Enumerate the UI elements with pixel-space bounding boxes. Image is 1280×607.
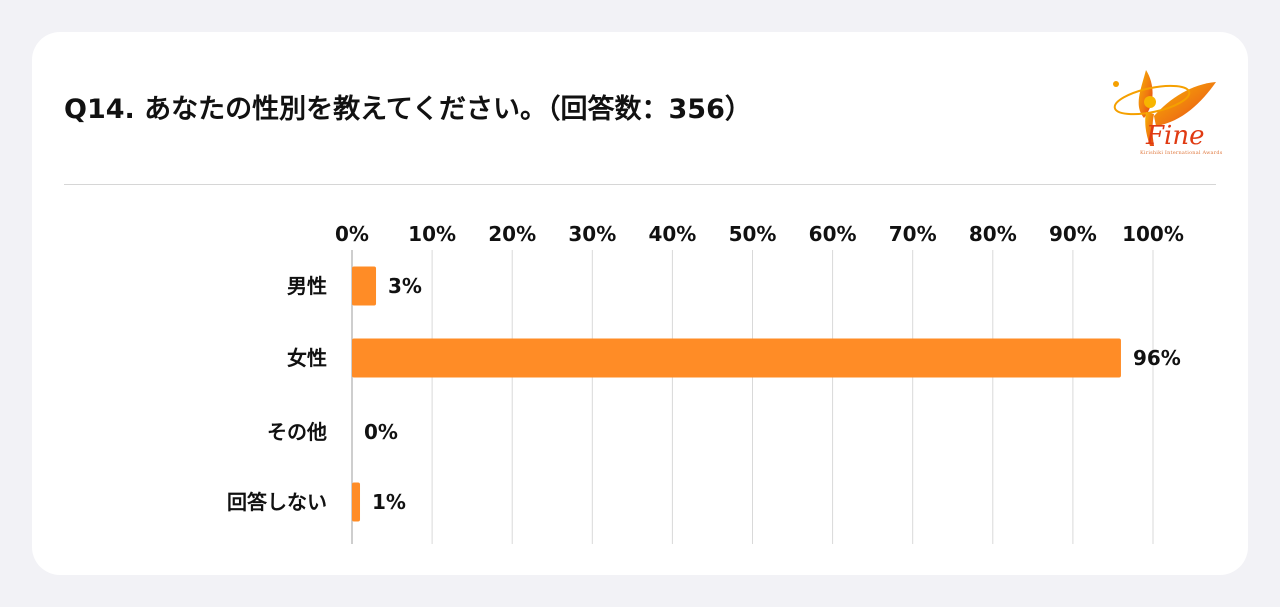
value-label: 96% <box>1133 346 1181 370</box>
bar <box>352 266 377 306</box>
value-label: 0% <box>364 420 398 444</box>
x-tick-label: 10% <box>408 222 456 246</box>
x-tick-label: 90% <box>1049 222 1097 246</box>
category-label: 回答しない <box>227 490 327 514</box>
category-label: その他 <box>267 420 327 444</box>
bar <box>352 338 1121 378</box>
x-tick-label: 40% <box>648 222 696 246</box>
value-label: 1% <box>372 490 406 514</box>
x-tick-label: 0% <box>335 222 369 246</box>
category-label: 男性 <box>287 274 327 298</box>
title-divider <box>64 184 1216 185</box>
fine-logo-icon <box>1113 70 1216 146</box>
x-tick-label: 80% <box>969 222 1017 246</box>
category-label: 女性 <box>287 346 327 370</box>
x-tick-label: 100% <box>1122 222 1184 246</box>
bar-chart: 0% 10% 20% 30% 40% 50% 60% 70% 80% 90% 100% 男性 3% 女性 9… <box>227 222 1184 544</box>
x-tick-label: 20% <box>488 222 536 246</box>
x-tick-label: 60% <box>809 222 857 246</box>
chart-card: Q14. あなたの性別を教えてください。（回答数：356） Fine Kiris… <box>32 32 1248 575</box>
x-tick-label: 50% <box>729 222 777 246</box>
logo-wordmark: Fine <box>1146 121 1205 151</box>
x-tick-label: 30% <box>568 222 616 246</box>
chart-title: Q14. あなたの性別を教えてください。（回答数：356） <box>64 94 752 125</box>
logo-tagline: Kirishiki International Awards <box>1140 150 1223 156</box>
x-tick-label: 70% <box>889 222 937 246</box>
value-label: 3% <box>388 274 422 298</box>
bar <box>352 482 361 522</box>
